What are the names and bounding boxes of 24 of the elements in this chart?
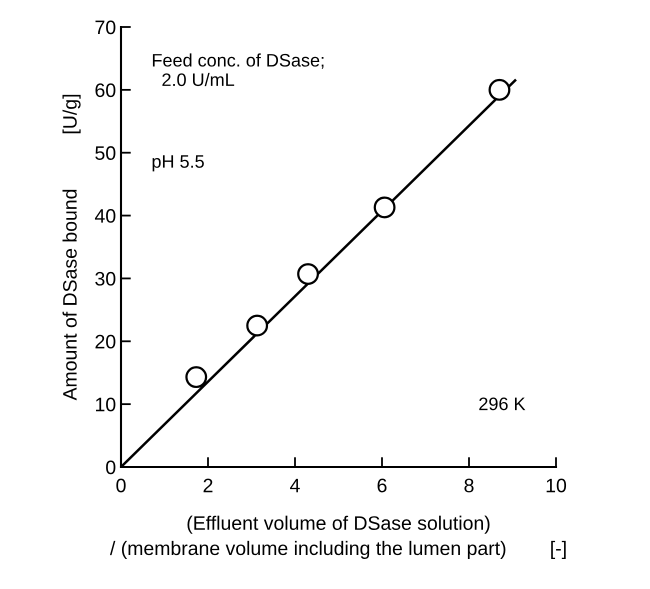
point xyxy=(488,78,510,101)
y-tick-label: 70 xyxy=(96,20,116,34)
y-tick-label: 20 xyxy=(95,334,116,349)
y-axis-title: Amount of DSase bound [U/g] xyxy=(62,94,81,400)
x-tick-label: 2 xyxy=(204,478,212,492)
x-tick-label: 4 xyxy=(290,478,300,492)
y-tick-label: 0 xyxy=(106,460,116,474)
x-axis-title: (Effluent volume of DSase solution) / (membrane volume including the lumen part) [-] xyxy=(110,516,566,559)
x-tick-label: 6 xyxy=(378,478,387,492)
point xyxy=(185,366,208,388)
y-tick-label: 40 xyxy=(94,209,116,223)
y-tick-label: 50 xyxy=(95,146,116,160)
annotation: 296 K xyxy=(479,397,526,410)
y-tick-label: 10 xyxy=(96,398,116,412)
point xyxy=(246,314,268,336)
point xyxy=(297,263,319,285)
x-tick-label: 10 xyxy=(546,478,566,492)
x-tick-label: 0 xyxy=(116,478,126,492)
y-tick-label: 30 xyxy=(95,272,116,286)
y-tick-label: 60 xyxy=(96,83,116,98)
x-tick-label: 8 xyxy=(464,478,474,492)
point xyxy=(374,196,396,218)
annotation: Feed conc. of DSase; 2.0 U/mL xyxy=(152,53,324,86)
annotation: pH 5.5 xyxy=(152,155,204,172)
